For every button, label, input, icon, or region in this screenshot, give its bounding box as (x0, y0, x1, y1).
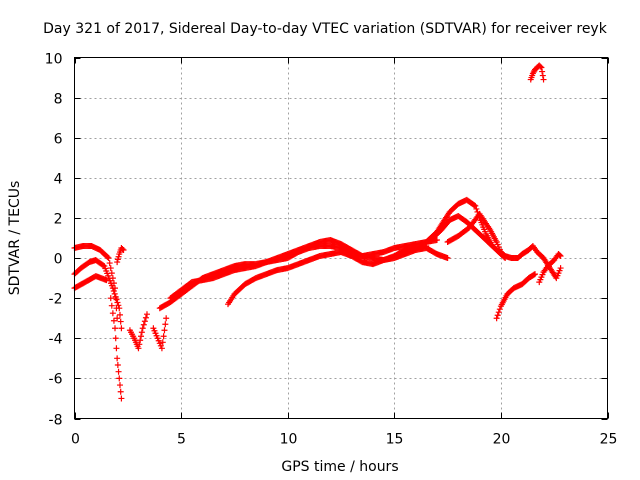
data-point (106, 260, 113, 267)
grid-lines (74, 57, 608, 419)
y-tick-label: -8 (49, 413, 63, 429)
data-point (444, 255, 451, 262)
x-tick-label: 0 (71, 432, 80, 448)
data-point (107, 295, 114, 302)
data-point (100, 262, 107, 269)
data-point (104, 254, 111, 261)
plot-frame (74, 57, 608, 419)
data-point (473, 205, 480, 212)
data-point (158, 345, 165, 352)
data-point (495, 309, 502, 316)
data-point (113, 345, 120, 352)
data-point (111, 290, 118, 297)
data-point (116, 375, 123, 382)
chart-title: Day 321 of 2017, Sidereal Day-to-day VTE… (43, 21, 608, 37)
y-axis-label: SDTVAR / TECUs (7, 181, 23, 296)
y-tick-label: 8 (54, 92, 63, 108)
data-point (159, 339, 166, 346)
data-point (537, 63, 544, 70)
data-point (120, 247, 127, 254)
data-point (162, 321, 169, 328)
data-point (140, 321, 147, 328)
data-point (114, 315, 121, 322)
x-axis-label: GPS time / hours (281, 459, 398, 475)
data-point (117, 388, 124, 395)
data-point (116, 382, 123, 389)
data-point (115, 302, 122, 309)
y-tick-label: 4 (54, 172, 63, 188)
data-point (494, 312, 501, 319)
data-point (116, 311, 123, 318)
data-point (114, 299, 121, 306)
data-point (103, 277, 110, 284)
data-point (139, 325, 146, 332)
data-point (108, 302, 115, 309)
data-point (107, 265, 114, 272)
data-point (110, 288, 117, 295)
data-point (557, 265, 564, 272)
data-points (71, 62, 564, 402)
data-point (112, 293, 119, 300)
data-point (539, 68, 546, 75)
data-point (115, 253, 122, 260)
data-point (136, 341, 143, 348)
y-tick-label: 6 (54, 132, 63, 148)
data-point (105, 255, 112, 262)
data-point (540, 76, 547, 83)
data-point (114, 362, 121, 369)
data-point (114, 259, 121, 266)
x-tick-label: 25 (600, 432, 618, 448)
y-tick-label: 10 (45, 52, 63, 68)
data-point (114, 256, 121, 263)
data-point (496, 306, 503, 313)
axis-ticks: -8 -6 -4 -2 0 2 4 6 8 10 0 5 10 15 20 25 (45, 52, 618, 448)
data-point (556, 252, 563, 259)
data-point (142, 314, 149, 321)
data-point (138, 329, 145, 336)
x-tick-label: 10 (280, 432, 298, 448)
data-point (137, 337, 144, 344)
data-point (112, 325, 119, 332)
y-tick-label: -2 (49, 292, 63, 308)
y-tick-label: 2 (54, 212, 63, 228)
data-point (161, 327, 168, 334)
data-point (109, 285, 116, 292)
data-point (116, 305, 123, 312)
y-tick-label: -6 (49, 372, 63, 388)
data-point (141, 318, 148, 325)
data-point (109, 310, 116, 317)
data-point (471, 202, 478, 209)
data-point (557, 253, 564, 260)
data-point (143, 311, 150, 318)
x-tick-label: 20 (493, 432, 511, 448)
data-point (433, 237, 440, 244)
data-point (135, 345, 142, 352)
data-point (112, 335, 119, 342)
data-point (119, 246, 126, 253)
data-point (532, 271, 539, 278)
data-point (118, 395, 125, 402)
data-point (110, 317, 117, 324)
x-tick-label: 5 (177, 432, 186, 448)
data-point (113, 296, 120, 303)
data-point (138, 333, 145, 340)
y-tick-label: -4 (49, 332, 63, 348)
data-point (160, 333, 167, 340)
data-point (114, 355, 121, 362)
data-point (472, 202, 479, 209)
y-tick-label: 0 (54, 252, 63, 268)
data-point (538, 64, 545, 71)
data-point (117, 318, 124, 325)
data-point (493, 315, 500, 322)
data-point (539, 72, 546, 79)
data-point (118, 325, 125, 332)
data-point (115, 368, 122, 375)
data-point (163, 315, 170, 322)
x-tick-label: 15 (386, 432, 404, 448)
